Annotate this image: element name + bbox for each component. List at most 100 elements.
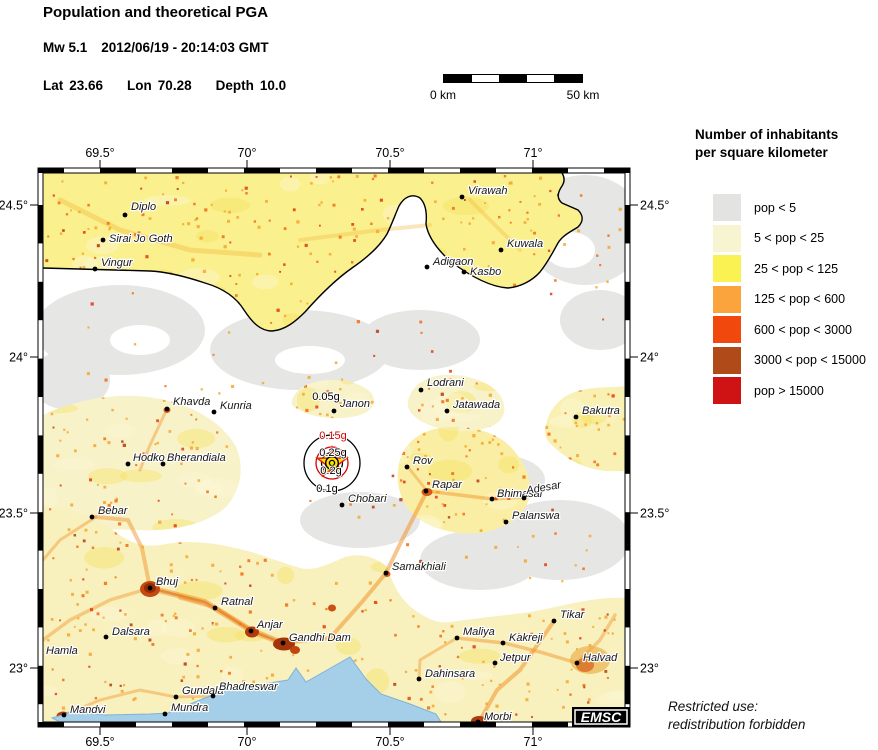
city-dot (103, 634, 109, 640)
city-label: Vingur (101, 257, 134, 269)
city-dot (489, 496, 495, 502)
city-label: Ratnal (221, 596, 253, 608)
x-tick-label-top: 71° (524, 146, 543, 160)
city-label: Kakreji (509, 632, 543, 644)
depth-label: Depth (215, 78, 254, 93)
scale-start-label: 0 km (429, 88, 457, 102)
city-label: Anjar (256, 619, 284, 631)
city-dot (444, 408, 450, 414)
city-label: Gandhi Dam (289, 632, 351, 644)
pga-ring (303, 434, 361, 492)
city-label: Adigaon (432, 256, 473, 268)
legend-swatch (713, 194, 741, 222)
map-frame (37, 167, 631, 728)
city-label: Bakutra (582, 405, 620, 417)
emsc-logo: EMSC (572, 707, 630, 727)
city-label: Rov (413, 455, 434, 467)
city-dot (475, 719, 481, 725)
x-tick-label-top: 70° (238, 146, 257, 160)
city-dot (423, 488, 429, 494)
city-dot (162, 711, 168, 717)
city-dot (339, 502, 345, 508)
y-tick-label-left: 24° (9, 351, 28, 365)
legend-row: pop < 5 (713, 194, 878, 222)
epicenter-center (328, 459, 336, 467)
city-dot (573, 414, 579, 420)
city-label: Tikar (560, 609, 586, 621)
lon-label: Lon (127, 78, 152, 93)
city-dot (454, 635, 460, 641)
x-tick-label-top: 70.5° (375, 146, 404, 160)
y-tick-label-left: 23° (9, 662, 28, 676)
city-dot (248, 628, 254, 634)
city-dot (503, 519, 509, 525)
city-label: Khavda (173, 396, 210, 408)
x-tick-label-bottom: 71° (524, 735, 543, 749)
x-tick-label-bottom: 70° (238, 735, 257, 749)
population-region (544, 386, 625, 472)
scale-end-label: 50 km (566, 88, 600, 102)
restricted-line1: Restricted use: (668, 699, 759, 714)
city-label: Jetpur (499, 652, 532, 664)
emsc-logo-box (572, 707, 630, 727)
city-label: Bhimasar (497, 488, 545, 500)
map-content (43, 173, 625, 722)
legend-row: 3000 < pop < 15000 (713, 346, 878, 374)
city-dot (521, 495, 527, 501)
pga-label: 0.15g (319, 430, 347, 442)
population-region (43, 505, 625, 722)
legend-label: pop > 15000 (754, 383, 824, 398)
legend-label: pop < 5 (754, 200, 797, 215)
legend: Number of inhabitants per square kilomet… (695, 126, 878, 408)
city-dot (147, 585, 153, 591)
city-label: Samakhiali (392, 561, 446, 573)
city-dot (122, 212, 128, 218)
city-label: Dalsara (112, 626, 150, 638)
city-label: Morbi (484, 711, 512, 723)
city-label: Rapar (432, 479, 463, 491)
population-region (43, 173, 583, 331)
international-border (43, 173, 583, 332)
city-dot (416, 676, 422, 682)
city-dot (211, 409, 217, 415)
city-label: Janon (339, 398, 370, 410)
city-label: Bhadreswar (219, 681, 279, 693)
city-label: Kasbo (470, 266, 501, 278)
lat-value: 23.66 (69, 78, 104, 93)
city-dot (574, 660, 580, 666)
page-title: Population and theoretical PGA (43, 4, 269, 21)
y-tick-label-right: 23° (640, 662, 659, 676)
x-tick-label-top: 69.5° (85, 146, 114, 160)
emsc-logo-inner-border (574, 709, 628, 725)
city-label: Hodko (133, 452, 165, 464)
city-label: Palanswa (512, 510, 560, 522)
pga-label: 0.25g (319, 447, 347, 459)
pga-rings: 0.05g 0.1g 0.15g 0.2g 0.25g (303, 390, 361, 496)
city-dot (492, 660, 498, 666)
scale-segment (444, 75, 472, 82)
legend-row: 600 < pop < 3000 (713, 316, 878, 344)
city-label: Halvad (583, 652, 618, 664)
city-dot (100, 237, 106, 243)
city-dot (461, 269, 467, 275)
city-dot (164, 406, 170, 412)
legend-items: pop < 5 5 < pop < 25 25 < pop < 125 125 < p… (695, 194, 878, 405)
y-tick-label-right: 24° (640, 351, 659, 365)
y-tick-label-right: 24.5° (640, 199, 669, 213)
city-dot (61, 712, 67, 718)
legend-swatch (713, 285, 741, 313)
city-dot (500, 640, 506, 646)
legend-row: 25 < pop < 125 (713, 255, 878, 283)
city-label: Diplo (131, 201, 156, 213)
y-tick-label-left: 23.5° (0, 507, 28, 521)
pga-label: 0.2g (320, 465, 341, 477)
map: 0.05g 0.1g 0.15g 0.2g 0.25g 69.5° 69.5° 70° 70°… (0, 146, 669, 749)
city-dot (89, 514, 95, 520)
city-label: Mandvi (70, 704, 106, 716)
city-label: Gundala (182, 685, 224, 697)
legend-title: Number of inhabitants per square kilomet… (695, 126, 878, 161)
scale-segment (499, 75, 527, 82)
city-label: Hamla (46, 645, 78, 657)
city-label: Bherandiala (167, 452, 226, 464)
population-regions (43, 173, 625, 722)
